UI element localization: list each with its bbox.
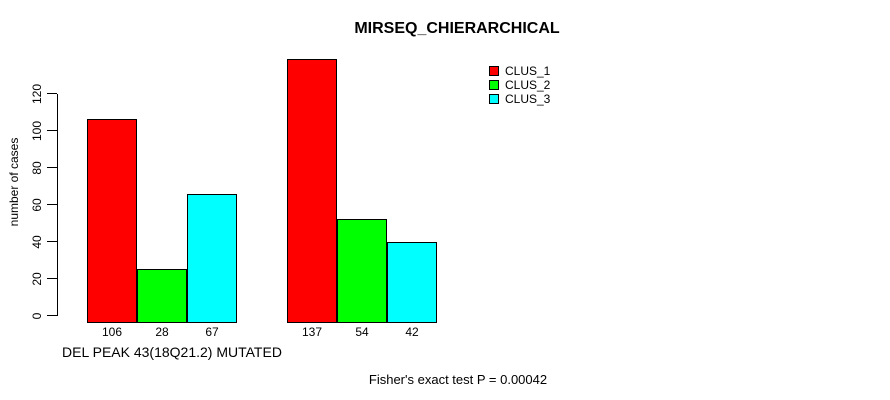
y-tick-label-80: 80 [30,161,44,175]
y-tick-mark-0 [47,315,57,317]
y-tick-label-120: 120 [30,83,44,104]
bar-CLUS_1-group-1 [87,119,137,323]
bar-CLUS_3-group-1 [187,194,237,323]
bar-CLUS_1-group-2 [287,59,337,323]
y-tick-label-0: 0 [30,312,44,320]
y-tick-mark-60 [47,204,57,206]
bar-value-label-group-2-1: 137 [301,325,323,339]
legend-swatch-CLUS_3 [489,94,499,104]
bar-CLUS_2-group-2 [337,219,387,323]
y-tick-label-60: 60 [30,198,44,212]
bar-value-label-group-1-3: 67 [205,325,219,339]
y-tick-mark-100 [47,130,57,132]
bar-value-label-group-2-2: 54 [355,325,369,339]
legend-label-CLUS_2: CLUS_2 [505,78,551,92]
chart-title: MIRSEQ_CHIERARCHICAL [354,20,560,37]
y-tick-label-20: 20 [30,272,44,286]
y-tick-label-40: 40 [30,235,44,249]
y-tick-label-100: 100 [30,120,44,141]
x-axis-label: DEL PEAK 43(18Q21.2) MUTATED [62,344,282,360]
bar-CLUS_2-group-1 [137,269,187,323]
y-tick-mark-40 [47,241,57,243]
bar-value-label-group-1-2: 28 [155,325,169,339]
bar-value-label-group-1-1: 106 [101,325,123,339]
bar-value-label-group-2-3: 42 [405,325,419,339]
legend-swatch-CLUS_2 [489,80,499,90]
legend-label-CLUS_3: CLUS_3 [505,92,551,106]
y-tick-mark-120 [47,93,57,95]
y-axis-label: number of cases [7,137,21,227]
legend-swatch-CLUS_1 [489,66,499,76]
bar-CLUS_3-group-2 [387,242,437,323]
y-axis-line [57,94,58,316]
annotation-text: Fisher's exact test P = 0.00042 [368,372,548,387]
y-tick-mark-80 [47,167,57,169]
y-tick-mark-20 [47,278,57,280]
legend-label-CLUS_1: CLUS_1 [505,64,551,78]
